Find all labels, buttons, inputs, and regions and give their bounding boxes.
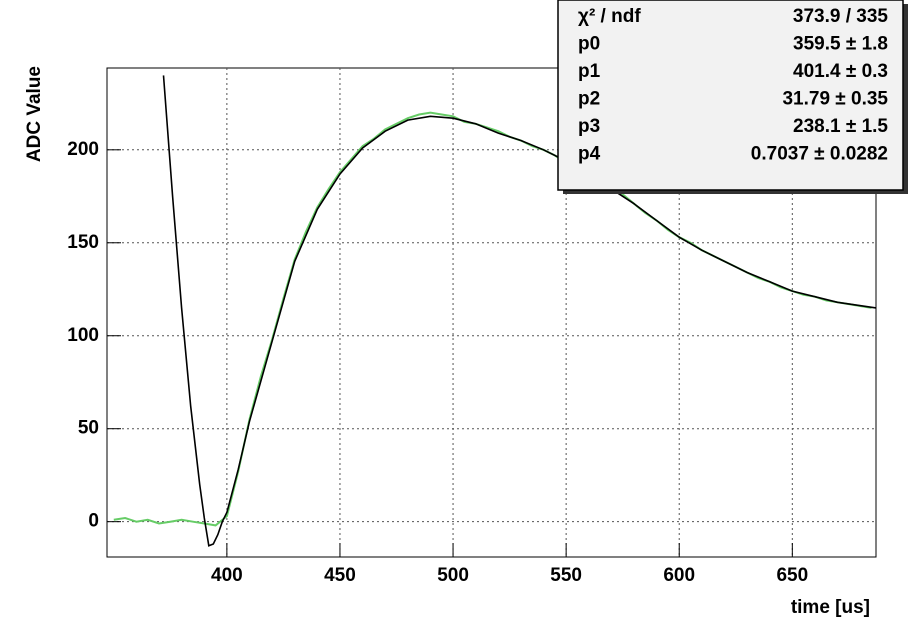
x-tick-label: 650 xyxy=(776,565,808,586)
stats-box: χ² / ndf 373.9 / 335 p0 359.5 ± 1.8 p1 401.4 … xyxy=(557,0,908,194)
y-tick-label: 0 xyxy=(88,511,99,532)
stats-label: p1 xyxy=(578,61,601,82)
x-axis-title: time [us] xyxy=(791,597,870,618)
y-tick-label: 150 xyxy=(67,232,99,253)
series-line xyxy=(162,75,877,547)
x-tick-label: 400 xyxy=(211,565,243,586)
stats-label: p2 xyxy=(578,89,600,110)
stats-value: 359.5 ± 1.8 xyxy=(793,34,888,55)
stats-value: 31.79 ± 0.35 xyxy=(782,89,888,110)
stats-value: 401.4 ± 0.3 xyxy=(793,61,888,82)
stats-label: p4 xyxy=(578,144,601,165)
y-tick-label: 200 xyxy=(67,139,99,160)
stats-label: p0 xyxy=(578,34,600,55)
stats-value: 0.7037 ± 0.0282 xyxy=(751,144,888,165)
stats-value: 373.9 / 335 xyxy=(793,6,889,27)
y-tick-label: 100 xyxy=(67,325,99,346)
x-tick-label: 500 xyxy=(437,565,469,586)
x-tick-label: 550 xyxy=(550,565,582,586)
stats-value: 238.1 ± 1.5 xyxy=(793,116,888,137)
y-tick-label: 50 xyxy=(78,418,99,439)
x-tick-label: 600 xyxy=(663,565,695,586)
y-axis-title: ADC Value xyxy=(24,66,45,162)
stats-panel xyxy=(557,0,904,191)
stats-label: p3 xyxy=(578,116,600,137)
stats-label: χ² / ndf xyxy=(578,6,641,27)
x-tick-label: 450 xyxy=(324,565,356,586)
